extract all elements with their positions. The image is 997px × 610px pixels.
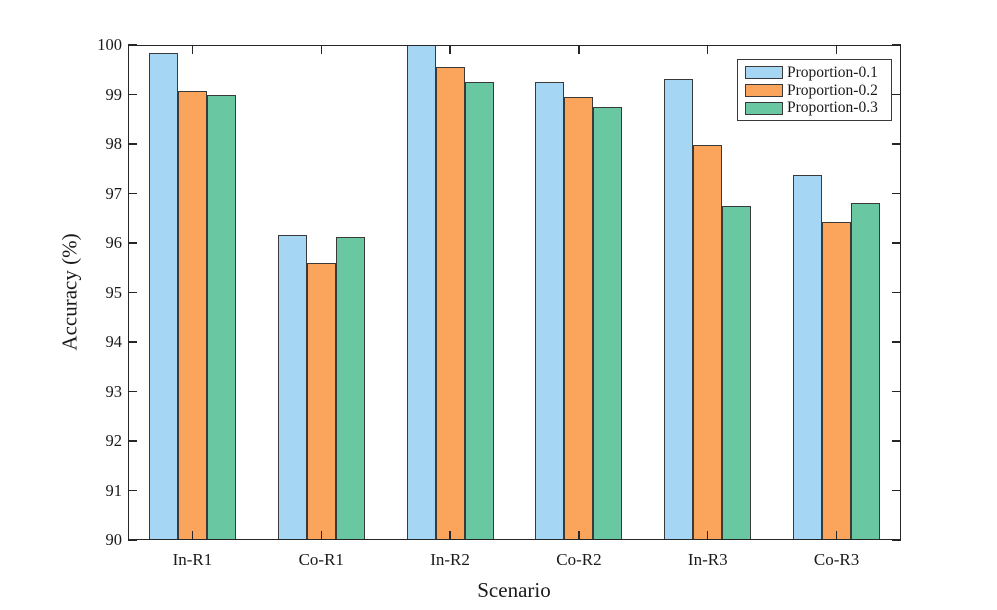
bar-in-r2-proportion-0.2 [435, 67, 465, 540]
x-tick-bottom [449, 531, 451, 540]
x-tick-top [191, 45, 194, 54]
y-tick-left [128, 291, 137, 294]
y-tick-label: 98 [105, 134, 123, 153]
y-tick-left [128, 489, 137, 492]
bar-co-r1-proportion-0.1 [277, 234, 307, 540]
bar-in-r1-proportion-0.2 [177, 90, 207, 540]
x-axis-label: Scenario [477, 578, 551, 602]
legend-swatch [745, 84, 783, 97]
bar-in-r3-proportion-0.2 [693, 145, 723, 540]
bar-in-r1-proportion-0.3 [206, 95, 236, 540]
x-tick-label-co-r1: Co-R1 [298, 550, 344, 569]
y-tick-right [892, 44, 901, 46]
x-tick-label-in-r3: In-R3 [687, 550, 728, 569]
y-tick-right [892, 192, 901, 195]
y-tick-right [892, 341, 901, 343]
x-tick-top [320, 45, 322, 54]
bar-co-r3-proportion-0.3 [851, 203, 881, 540]
bar-co-r3-proportion-0.1 [793, 174, 823, 540]
legend-entry: Proportion-0.2 [745, 82, 885, 100]
x-tick-label-in-r1: In-R1 [172, 550, 213, 569]
x-tick-top [707, 45, 709, 54]
x-tick-bottom [835, 531, 838, 540]
y-tick-left [128, 242, 137, 244]
y-tick-right [892, 440, 901, 442]
x-tick-top [578, 45, 580, 54]
y-tick-right [892, 93, 901, 96]
y-tick-left [128, 390, 137, 393]
bar-in-r1-proportion-0.1 [148, 53, 178, 540]
y-tick-label: 93 [105, 381, 123, 401]
bar-in-r3-proportion-0.1 [664, 79, 694, 540]
y-tick-label: 97 [105, 183, 123, 203]
legend-label: Proportion-0.1 [787, 63, 878, 81]
bar-co-r1-proportion-0.3 [335, 237, 365, 540]
bar-in-r3-proportion-0.3 [722, 206, 752, 540]
legend-entry: Proportion-0.3 [745, 99, 885, 117]
y-tick-left [128, 440, 137, 442]
y-tick-right [892, 489, 901, 492]
bar-co-r1-proportion-0.2 [306, 262, 336, 540]
bar-in-r2-proportion-0.3 [464, 82, 494, 540]
y-tick-right [892, 242, 901, 244]
y-tick-left [128, 93, 137, 96]
x-tick-bottom [320, 531, 322, 540]
y-tick-label: 96 [105, 233, 123, 252]
y-tick-left [128, 44, 137, 46]
x-tick-label-in-r2: In-R2 [430, 550, 470, 569]
y-tick-right [892, 143, 901, 145]
y-tick-left [128, 341, 137, 343]
bar-co-r2-proportion-0.3 [593, 106, 623, 540]
bar-co-r3-proportion-0.2 [822, 221, 852, 540]
y-tick-label: 92 [105, 431, 123, 450]
x-tick-bottom [191, 531, 194, 540]
y-tick-left [128, 143, 137, 145]
x-tick-label-co-r2: Co-R2 [556, 550, 602, 569]
x-tick-label-co-r3: Co-R3 [813, 550, 860, 569]
y-tick-label: 94 [105, 332, 123, 351]
legend-swatch [745, 66, 783, 80]
legend-entry: Proportion-0.1 [745, 64, 885, 82]
y-tick-left [128, 539, 137, 541]
x-tick-bottom [707, 531, 709, 540]
y-tick-right [892, 291, 901, 294]
x-tick-bottom [578, 531, 580, 540]
x-tick-top [835, 45, 838, 54]
legend-label: Proportion-0.3 [787, 99, 878, 117]
bar-co-r2-proportion-0.1 [535, 82, 565, 540]
legend-label: Proportion-0.2 [787, 81, 878, 99]
legend: Proportion-0.1 Proportion-0.2 Proportion-0… [737, 59, 892, 121]
y-tick-label: 99 [105, 84, 123, 104]
y-tick-label: 100 [97, 35, 122, 54]
legend-swatch [745, 101, 783, 115]
x-tick-top [449, 45, 451, 54]
y-tick-label: 90 [105, 530, 123, 549]
y-tick-right [892, 539, 901, 541]
bar-in-r2-proportion-0.1 [406, 45, 436, 540]
y-tick-right [892, 390, 901, 393]
y-tick-label: 91 [105, 480, 123, 500]
y-tick-label: 95 [105, 282, 123, 302]
bar-co-r2-proportion-0.2 [564, 96, 594, 540]
y-tick-left [128, 192, 137, 195]
